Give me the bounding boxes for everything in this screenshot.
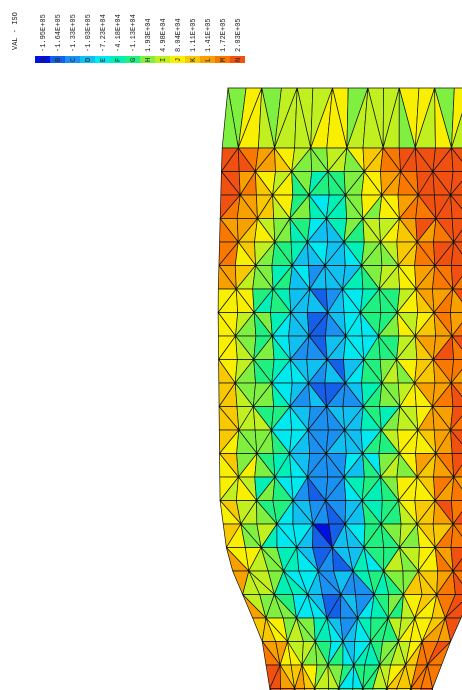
legend-label: 1.41E+05 bbox=[205, 18, 213, 52]
legend-swatch bbox=[50, 56, 65, 63]
mesh-plot bbox=[217, 87, 462, 690]
legend-letter: E bbox=[100, 58, 108, 62]
legend-swatch bbox=[65, 56, 80, 63]
legend-label: -4.18E+04 bbox=[115, 14, 123, 52]
legend-swatch bbox=[125, 56, 140, 63]
legend-letter: N bbox=[235, 58, 243, 62]
legend-swatch bbox=[140, 56, 155, 63]
legend-letter: I bbox=[160, 58, 168, 62]
legend-label: -1.64E+05 bbox=[55, 14, 63, 52]
legend-label: -1.95E+05 bbox=[40, 14, 48, 52]
legend-label: 8.04E+04 bbox=[175, 18, 183, 52]
legend-label: -1.03E+05 bbox=[85, 14, 93, 52]
legend-swatch bbox=[95, 56, 110, 63]
legend-label: -1.13E+04 bbox=[130, 14, 138, 52]
legend-letter: L bbox=[205, 58, 213, 62]
legend: A -1.95E+05 B -1.64E+05 C -1.33E+05 D -1.03E+05… bbox=[35, 14, 245, 63]
legend-swatch bbox=[170, 56, 185, 63]
legend-letter: G bbox=[130, 58, 138, 62]
legend-label: -7.23E+04 bbox=[100, 14, 108, 52]
legend-swatch bbox=[215, 56, 230, 63]
legend-letter: H bbox=[145, 58, 153, 62]
legend-label: -1.33E+05 bbox=[70, 14, 78, 52]
legend-label: 4.98E+04 bbox=[160, 18, 168, 52]
legend-swatch bbox=[110, 56, 125, 63]
legend-letter: J bbox=[175, 58, 183, 62]
legend-label: 1.72E+05 bbox=[220, 18, 228, 52]
legend-letter: K bbox=[190, 57, 198, 62]
legend-swatch bbox=[35, 56, 50, 63]
legend-label: 1.11E+05 bbox=[190, 18, 198, 52]
legend-label: 1.93E+04 bbox=[145, 18, 153, 52]
legend-title: VAL - ISO bbox=[12, 12, 20, 50]
legend-swatch bbox=[185, 56, 200, 63]
legend-letter: C bbox=[70, 58, 78, 62]
legend-label: 2.03E+05 bbox=[235, 18, 243, 52]
legend-letter: F bbox=[115, 58, 123, 62]
legend-swatch bbox=[230, 56, 245, 63]
legend-letter: M bbox=[220, 58, 228, 62]
legend-swatch bbox=[155, 56, 170, 63]
legend-letter: B bbox=[55, 58, 63, 62]
legend-letter: A bbox=[40, 57, 48, 62]
legend-letter: D bbox=[85, 58, 93, 62]
legend-swatch bbox=[80, 56, 95, 63]
legend-swatch bbox=[200, 56, 215, 63]
